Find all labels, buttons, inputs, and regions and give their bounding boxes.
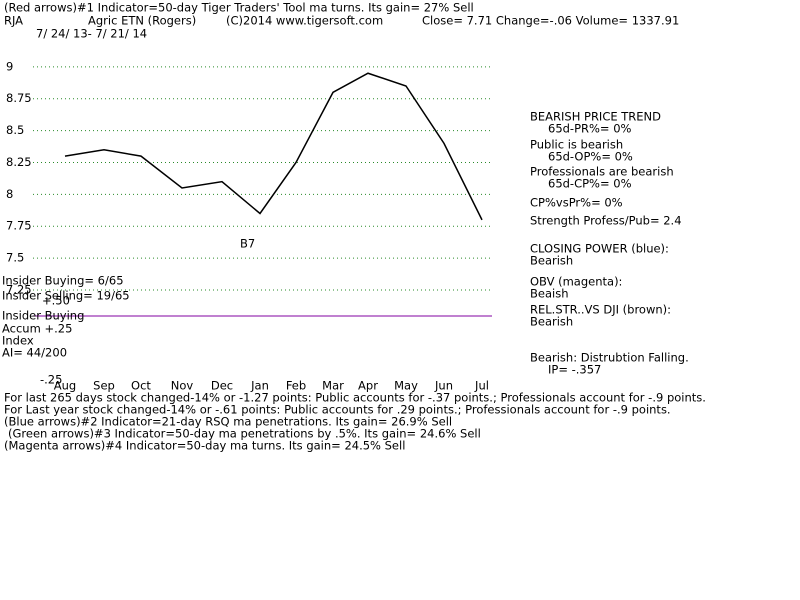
footer-line: (Magenta arrows)#4 Indicator=50-day ma t…: [4, 439, 405, 453]
x-tick-label: Jun: [434, 379, 453, 393]
x-tick-label: Dec: [211, 379, 233, 393]
y-tick-label: 9: [6, 59, 13, 73]
annotation: Accum +.25: [2, 322, 72, 336]
y-tick-label: 7.25: [6, 283, 32, 297]
annotation: Insider Buying= 6/65: [2, 274, 124, 288]
annotation: Insider Buying: [2, 309, 84, 323]
x-tick-label: May: [394, 379, 418, 393]
annotation: CLOSING POWER (blue):: [530, 242, 669, 256]
annotation: 65d-CP%= 0%: [548, 177, 632, 191]
symbol: RJA: [4, 14, 23, 28]
date-range: 7/ 24/ 13- 7/ 21/ 14: [36, 27, 147, 41]
annotation: Bearish: [530, 254, 573, 268]
annotation: Bearish: Distrubtion Falling.: [530, 351, 689, 365]
copyright: (C)2014 www.tigersoft.com: [226, 14, 383, 28]
annotation: 65d-PR%= 0%: [548, 122, 632, 136]
quote: Close= 7.71 Change=-.06 Volume= 1337.91: [422, 14, 679, 28]
annotation: OBV (magenta):: [530, 275, 622, 289]
annotation: B7: [240, 237, 255, 251]
annotation: Professionals are bearish: [530, 165, 674, 179]
annotation: +.50: [42, 294, 70, 308]
y-tick-label: 8: [6, 187, 13, 201]
x-tick-label: Feb: [286, 379, 306, 393]
price-line: [64, 72, 483, 221]
annotation: Insider Selling= 19/65: [2, 289, 130, 303]
chart-title: (Red arrows)#1 Indicator=50-day Tiger Tr…: [4, 1, 474, 15]
annotation: Beaish: [530, 287, 569, 301]
footer-line: (Green arrows)#3 Indicator=50-day ma pen…: [8, 427, 481, 441]
y-tick-label: 7.5: [6, 251, 24, 265]
x-tick-label: Nov: [171, 379, 194, 393]
x-tick-label: Mar: [322, 379, 344, 393]
footer-line: For Last year stock changed-14% or -.61 …: [4, 403, 671, 417]
y-tick-label: 8.75: [6, 91, 32, 105]
annotation: CP%vsPr%= 0%: [530, 196, 623, 210]
x-tick-label: Apr: [358, 379, 378, 393]
footer-line: For last 265 days stock changed-14% or -…: [4, 391, 706, 405]
annotation: IP= -.357: [548, 363, 601, 377]
y-tick-label: 8.5: [6, 123, 24, 137]
annotation: 65d-OP%= 0%: [548, 150, 633, 164]
annotation: Strength Profess/Pub= 2.4: [530, 214, 682, 228]
x-tick-label: Jul: [474, 379, 489, 393]
x-tick-label: Sep: [93, 379, 115, 393]
annotation: Public is bearish: [530, 138, 623, 152]
footer-line: (Blue arrows)#2 Indicator=21-day RSQ ma …: [4, 415, 452, 429]
annotation: AI= 44/200: [2, 346, 67, 360]
y-tick-label: 8.25: [6, 155, 32, 169]
annotation: BEARISH PRICE TREND: [530, 110, 661, 124]
annotation: REL.STR..VS DJI (brown):: [530, 303, 671, 317]
y-tick-label: 7.75: [6, 219, 32, 233]
x-tick-label: Oct: [131, 379, 151, 393]
x-tick-label: Aug: [54, 379, 76, 393]
annotation: Bearish: [530, 315, 573, 329]
annotation: -.25: [40, 373, 62, 387]
annotation: Index: [2, 334, 34, 348]
name: Agric ETN (Rogers): [88, 14, 196, 28]
x-tick-label: Jan: [250, 379, 269, 393]
